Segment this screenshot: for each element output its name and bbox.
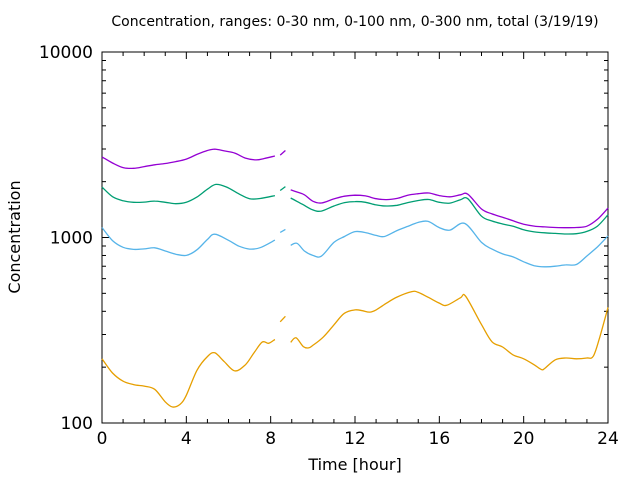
plot-border [101,51,609,424]
x-tick-label: 8 [265,429,276,449]
series-line-0-300-nm [290,196,609,235]
y-axis-label: Concentration [5,180,24,293]
x-tick-label: 4 [181,429,192,449]
x-tick-label: 16 [429,429,451,449]
series-line-0-30-nm [101,338,276,408]
series-line-0-30-nm [290,290,609,371]
x-tick-label: 24 [597,429,619,449]
y-tick-label: 100 [61,414,93,434]
series-line-0-300-nm [279,186,286,192]
series-line-total [290,189,609,229]
series-line-total [279,150,286,156]
series-line-0-30-nm [279,315,286,323]
series-line-0-100-nm [101,227,276,257]
chart-title: Concentration, ranges: 0-30 nm, 0-100 nm… [111,14,598,30]
x-axis-label: Time [hour] [307,455,401,474]
x-tick-label: 20 [513,429,535,449]
series-line-0-300-nm [101,183,276,205]
series-line-total [101,148,276,170]
series-line-0-100-nm [290,220,609,268]
series-line-0-100-nm [279,228,286,233]
y-tick-label: 1000 [50,229,93,249]
plot-area: 0 4 8 12 16 20 24 100 1000 10000 [39,43,619,449]
x-tick-label: 12 [344,429,366,449]
x-tick-label: 0 [97,429,108,449]
y-tick-label: 10000 [39,43,93,63]
